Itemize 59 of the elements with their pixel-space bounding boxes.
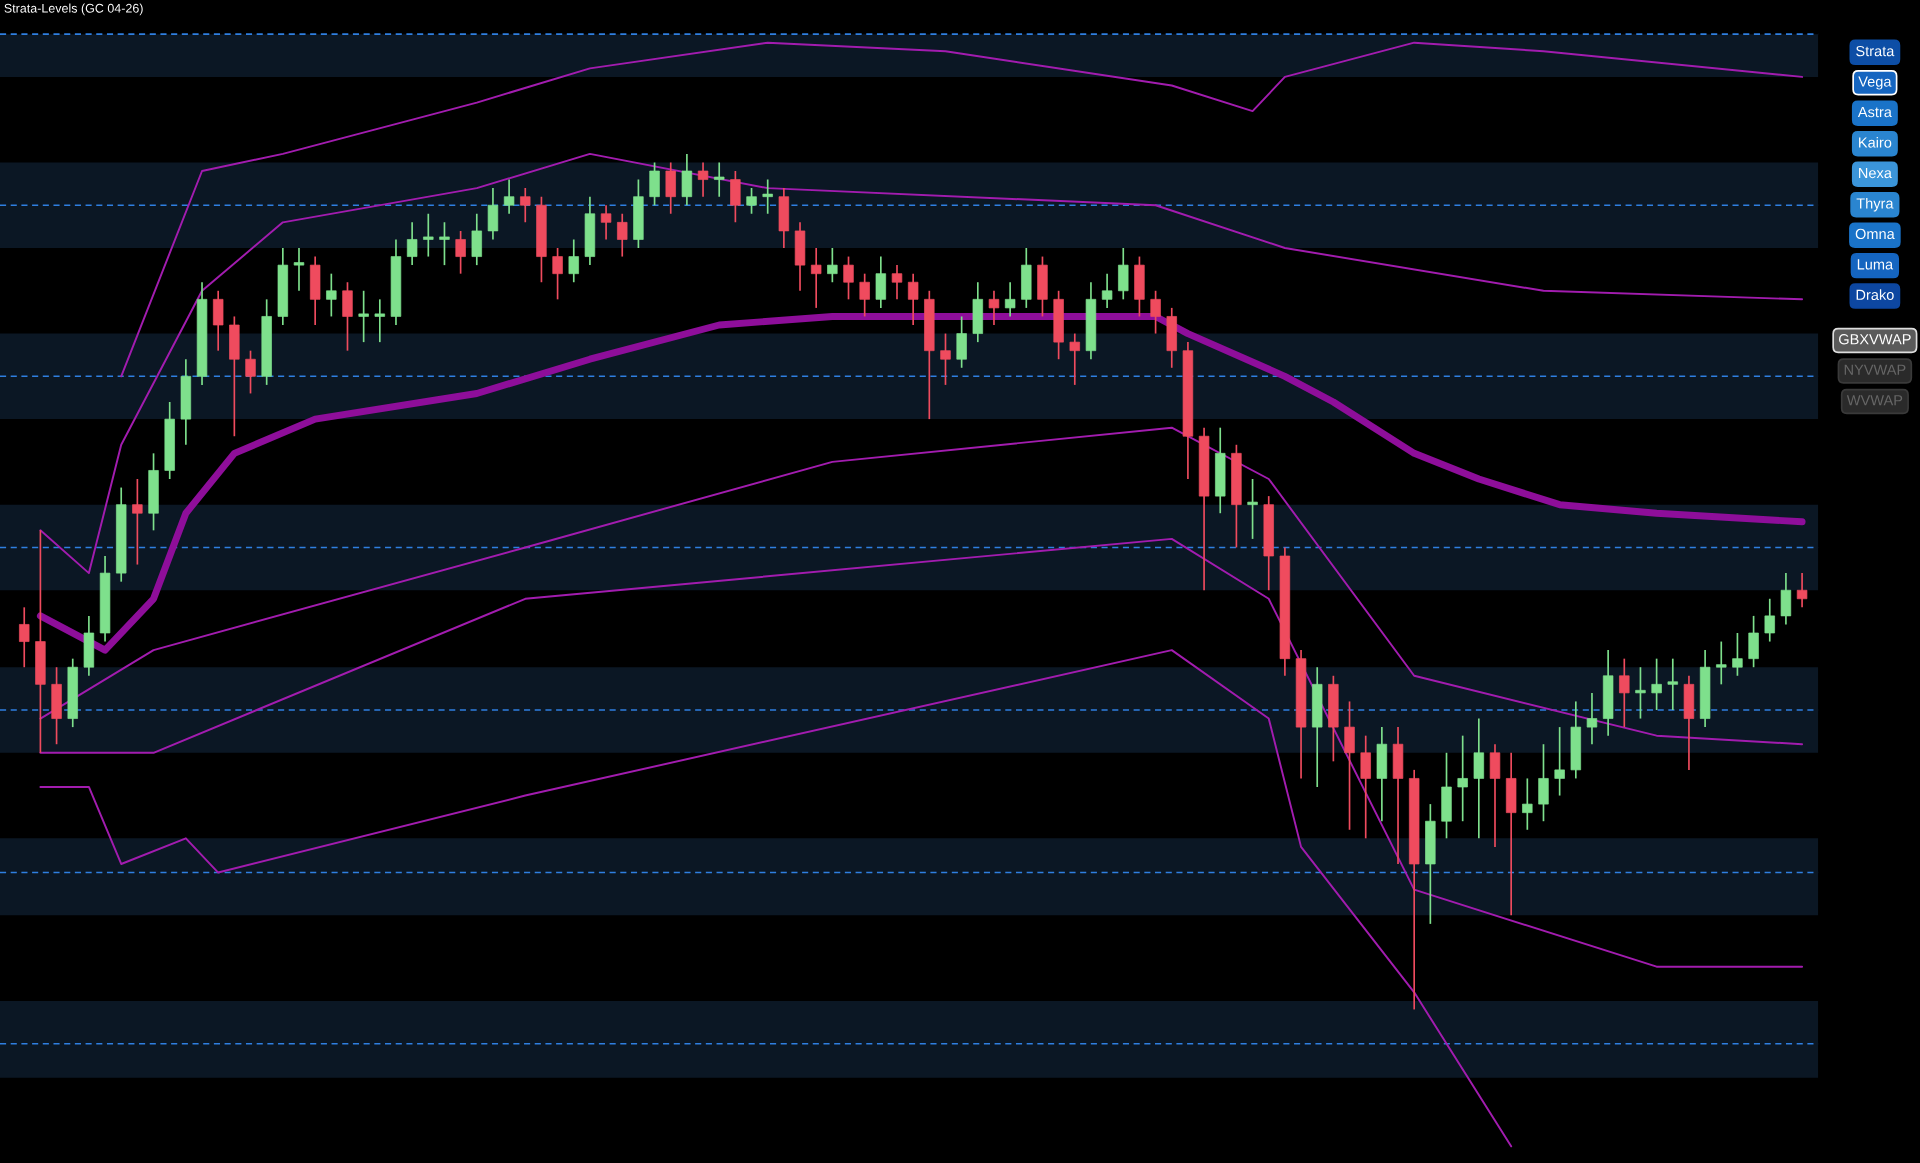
candlestick	[568, 238, 579, 284]
text: Omna	[1855, 228, 1895, 240]
candlestick	[245, 349, 256, 395]
candlestick	[374, 298, 386, 343]
candlestick	[406, 221, 418, 266]
candlestick	[1651, 657, 1662, 711]
text: Thyra	[1856, 197, 1894, 212]
candlestick	[907, 272, 919, 326]
candlestick	[1554, 726, 1565, 797]
candlestick	[455, 230, 466, 275]
candlestick	[293, 247, 305, 292]
candlestick	[503, 178, 515, 215]
candlestick	[859, 272, 870, 318]
text: Vega	[1858, 76, 1892, 90]
candlestick	[1667, 657, 1678, 711]
candlestick	[1716, 640, 1727, 686]
text: GBXVWAP	[1839, 334, 1911, 345]
candlestick	[714, 161, 725, 198]
candlestick	[1732, 632, 1743, 677]
candlestick	[1522, 777, 1533, 831]
candlestick	[1150, 289, 1161, 335]
text: Kairo	[1859, 136, 1892, 148]
candlestick	[1457, 734, 1468, 823]
candlestick	[439, 221, 450, 266]
text: Drako	[1856, 289, 1894, 301]
text: NYVWAP	[1844, 364, 1906, 375]
candlestick	[1619, 657, 1630, 728]
candlestick	[891, 264, 903, 301]
candlestick	[843, 255, 854, 301]
candlestick	[1101, 272, 1113, 309]
candlestick	[520, 187, 531, 224]
candlestick	[1796, 572, 1808, 609]
text: Astra	[1857, 107, 1892, 118]
candlestick	[358, 289, 369, 343]
candlestick	[1247, 478, 1258, 540]
candlestick	[1586, 692, 1598, 746]
candlestick	[988, 289, 1000, 326]
chart-title: Strata-Levels (GC 04-26)	[4, 3, 143, 16]
candlestick	[600, 204, 612, 241]
candlestick	[1069, 332, 1080, 386]
candlestick	[1635, 666, 1646, 720]
candlestick	[423, 212, 434, 258]
text: Nexa	[1859, 167, 1892, 179]
candlestick	[1764, 597, 1775, 643]
candlestick	[762, 178, 773, 215]
candlestick	[132, 478, 143, 566]
text: Strata	[1856, 45, 1895, 57]
candlestick	[940, 332, 951, 386]
text: WVWAP	[1846, 395, 1903, 406]
candlestick	[552, 247, 563, 301]
candlestick	[326, 272, 337, 318]
candlestick	[810, 247, 822, 309]
text: Luma	[1857, 259, 1894, 270]
candlestick	[746, 187, 757, 215]
candlestick	[1004, 281, 1016, 318]
candlestick	[617, 212, 628, 258]
candlestick	[697, 161, 709, 198]
candlestick	[19, 606, 30, 669]
candlestick	[827, 247, 838, 284]
